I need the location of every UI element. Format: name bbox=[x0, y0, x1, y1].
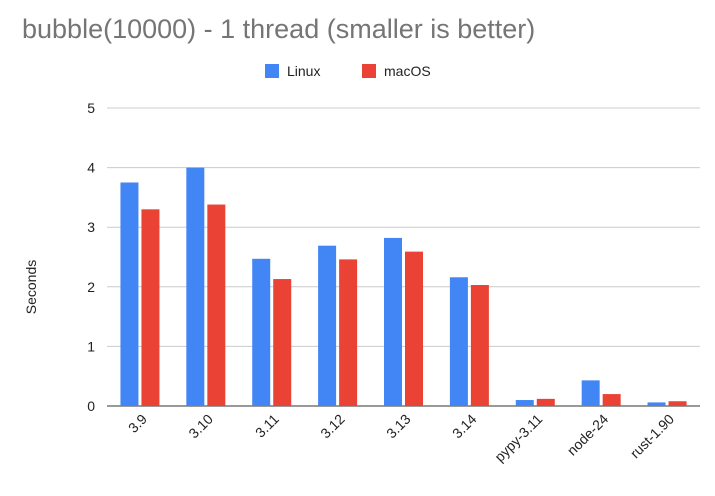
y-axis-ticks: 0 1 2 3 4 5 bbox=[87, 100, 95, 414]
gridlines bbox=[107, 107, 700, 407]
legend-label-linux: Linux bbox=[287, 63, 320, 79]
x-tick-label: 3.12 bbox=[317, 411, 348, 442]
y-tick-label: 1 bbox=[87, 338, 95, 354]
bar-macos-node-24 bbox=[602, 394, 621, 406]
bar-macos-3.13 bbox=[405, 251, 423, 406]
bar-linux-node-24 bbox=[581, 380, 600, 406]
bar-macos-rust-1.90 bbox=[668, 401, 687, 406]
x-tick-label: 3.14 bbox=[449, 411, 480, 442]
bar-linux-rust-1.90 bbox=[647, 402, 666, 406]
y-tick-label: 4 bbox=[87, 160, 95, 176]
y-tick-label: 5 bbox=[87, 100, 95, 116]
bar-macos-3.10 bbox=[207, 204, 226, 406]
legend: Linux macOS bbox=[265, 63, 431, 79]
y-tick-label: 3 bbox=[87, 219, 95, 235]
x-tick-label: 3.13 bbox=[383, 411, 414, 442]
y-tick-label: 2 bbox=[87, 279, 95, 295]
y-tick-label: 0 bbox=[87, 398, 95, 414]
bar-linux-3.11 bbox=[252, 258, 271, 406]
bar-macos-3.14 bbox=[470, 285, 489, 406]
bar-macos-3.12 bbox=[339, 259, 358, 406]
x-tick-label: 3.10 bbox=[185, 411, 216, 442]
bar-linux-3.9 bbox=[120, 182, 139, 406]
chart-title: bubble(10000) - 1 thread (smaller is bet… bbox=[22, 14, 536, 44]
x-tick-label: node-24 bbox=[564, 411, 612, 459]
bar-macos-3.9 bbox=[141, 209, 160, 406]
x-tick-label: rust-1.90 bbox=[627, 411, 678, 462]
bar-linux-3.13 bbox=[384, 237, 402, 406]
bar-linux-3.14 bbox=[449, 277, 468, 406]
legend-swatch-linux bbox=[265, 64, 279, 78]
bars bbox=[120, 167, 687, 406]
y-axis-label: Seconds bbox=[23, 260, 39, 314]
bar-macos-3.11 bbox=[273, 279, 292, 406]
legend-swatch-macos bbox=[362, 64, 376, 78]
x-axis-ticks: 3.9 3.10 3.11 3.12 3.13 3.14 pypy-3.11 node-24 r… bbox=[125, 411, 677, 465]
bar-linux-3.12 bbox=[318, 245, 337, 406]
bar-linux-pypy-3.11 bbox=[515, 400, 534, 406]
x-tick-label: 3.9 bbox=[125, 411, 150, 436]
bar-linux-3.10 bbox=[186, 167, 205, 406]
bar-macos-pypy-3.11 bbox=[536, 398, 555, 406]
x-tick-label: 3.11 bbox=[252, 411, 282, 441]
legend-label-macos: macOS bbox=[384, 63, 431, 79]
x-tick-label: pypy-3.11 bbox=[491, 411, 545, 465]
